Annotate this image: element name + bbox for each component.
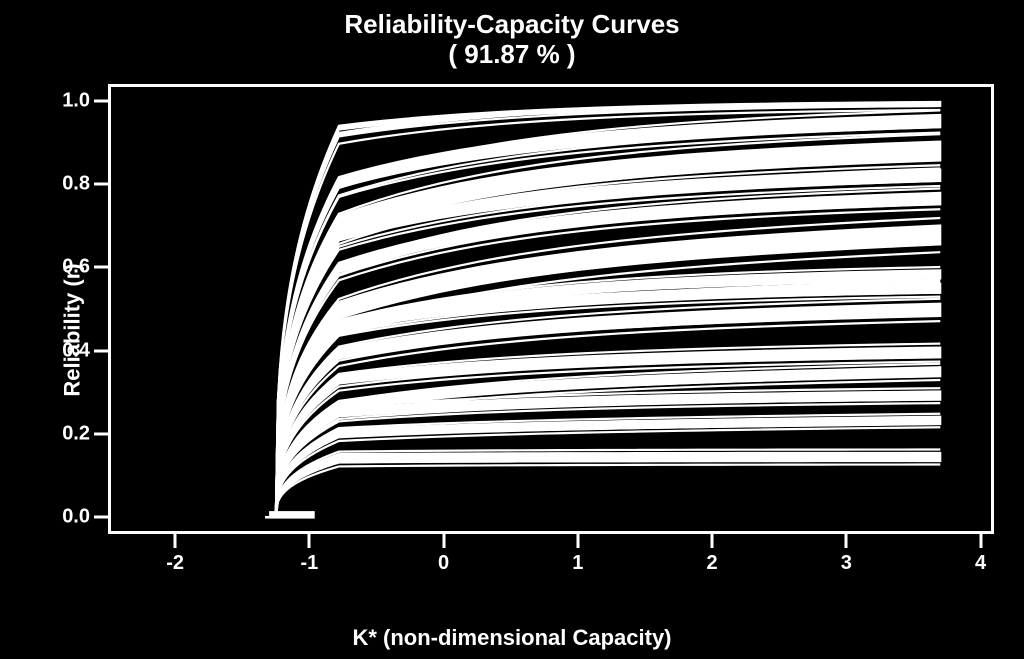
reliability-curve: [265, 465, 940, 518]
x-tick-label: 1: [572, 552, 583, 575]
x-tick-label: 4: [975, 552, 986, 575]
y-tick-label: 0.2: [54, 423, 90, 446]
y-tick-label: 0.4: [54, 339, 90, 362]
x-tick-label: 3: [841, 552, 852, 575]
y-tick-label: 1.0: [54, 89, 90, 112]
baseline-blob: [269, 511, 315, 519]
y-tick-label: 0.0: [54, 506, 90, 529]
y-tick-mark: [94, 516, 108, 519]
y-tick-label: 0.8: [54, 173, 90, 196]
x-tick-label: 0: [438, 552, 449, 575]
x-tick-mark: [711, 534, 714, 548]
y-tick-mark: [94, 266, 108, 269]
x-tick-label: 2: [707, 552, 718, 575]
x-tick-mark: [845, 534, 848, 548]
y-tick-mark: [94, 349, 108, 352]
x-tick-label: -2: [166, 552, 184, 575]
x-tick-mark: [308, 534, 311, 548]
reliability-curve: [265, 427, 940, 517]
curves-group: [265, 102, 940, 519]
y-tick-mark: [94, 99, 108, 102]
y-tick-mark: [94, 433, 108, 436]
x-tick-label: -1: [300, 552, 318, 575]
y-tick-label: 0.6: [54, 256, 90, 279]
reliability-curve: [265, 424, 940, 517]
x-tick-mark: [979, 534, 982, 548]
x-tick-mark: [442, 534, 445, 548]
x-tick-mark: [576, 534, 579, 548]
x-tick-mark: [174, 534, 177, 548]
y-tick-mark: [94, 183, 108, 186]
chart-svg: [0, 0, 1024, 659]
reliability-curve: [265, 461, 940, 518]
